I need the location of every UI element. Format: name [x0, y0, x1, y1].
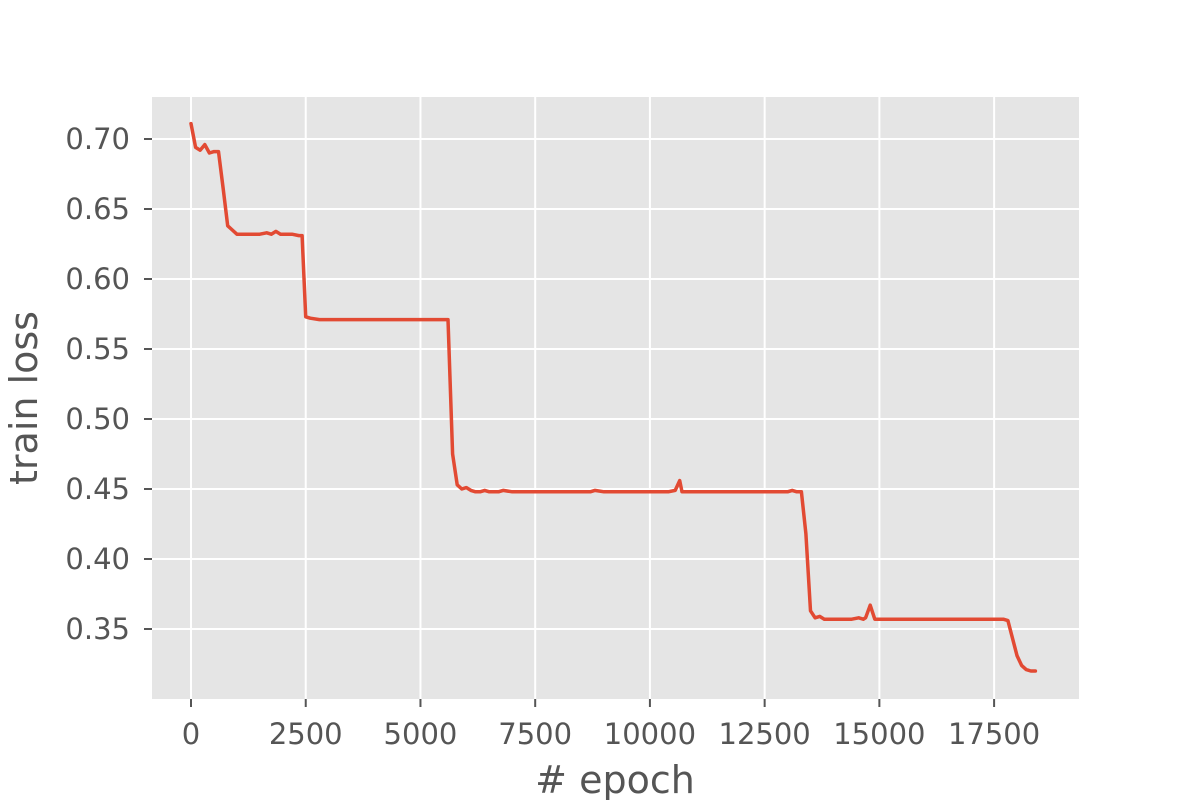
- y-tick-label: 0.50: [65, 402, 130, 436]
- x-tick-label: 12500: [719, 717, 811, 751]
- x-tick-label: 17500: [948, 717, 1040, 751]
- x-axis-label: # epoch: [535, 758, 695, 800]
- x-tick-label: 15000: [833, 717, 925, 751]
- x-tick-label: 2500: [269, 717, 343, 751]
- y-tick-label: 0.60: [65, 262, 130, 296]
- y-axis-ticks: 0.35 0.40 0.45 0.50 0.55 0.60 0.65 0.70: [65, 122, 152, 646]
- x-axis-ticks: 0 2500 5000 7500 10000 12500 15000 17500: [182, 699, 1040, 751]
- x-tick-label: 5000: [384, 717, 458, 751]
- y-tick-label: 0.45: [65, 472, 130, 506]
- y-axis-label: train loss: [2, 311, 46, 485]
- y-tick-label: 0.40: [65, 542, 130, 576]
- series-layer: [189, 121, 1038, 673]
- y-gridlines: [152, 138, 1079, 630]
- y-tick-label: 0.65: [65, 192, 130, 226]
- x-gridlines: [190, 97, 996, 699]
- train-loss-line: [189, 121, 1038, 673]
- y-tick-label: 0.70: [65, 122, 130, 156]
- y-tick-label: 0.35: [65, 612, 130, 646]
- plot-background: [152, 97, 1079, 699]
- y-tick-label: 0.55: [65, 332, 130, 366]
- x-tick-label: 7500: [498, 717, 572, 751]
- x-tick-label: 10000: [604, 717, 696, 751]
- x-tick-label: 0: [182, 717, 200, 751]
